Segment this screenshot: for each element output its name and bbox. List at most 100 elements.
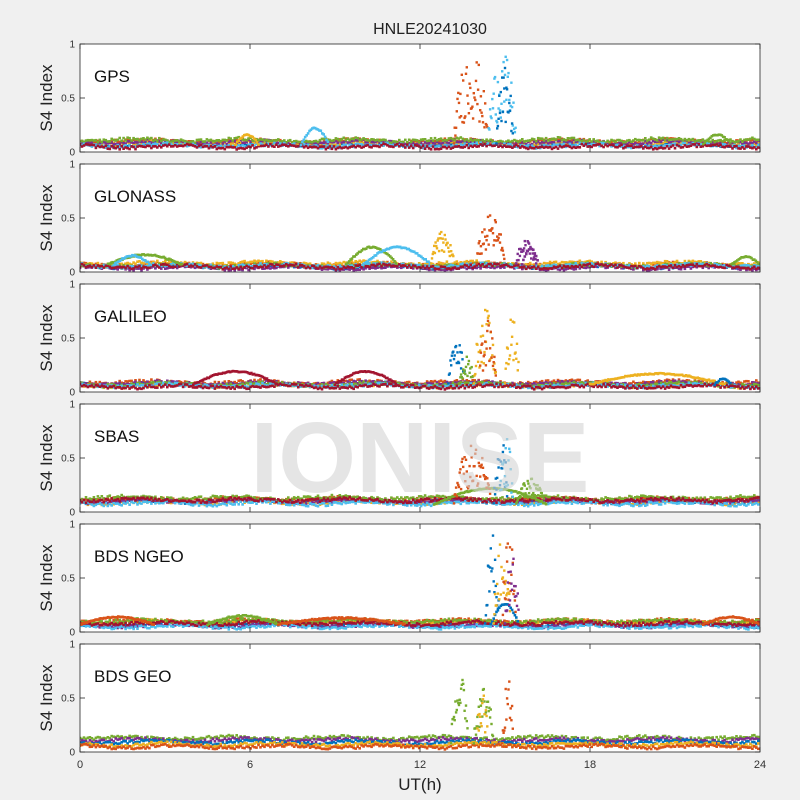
data-point	[675, 143, 679, 147]
data-point	[330, 265, 334, 269]
data-point	[500, 119, 503, 123]
data-point	[649, 136, 653, 139]
data-point	[439, 268, 443, 272]
data-point	[558, 268, 562, 272]
x-tick-label-18: 18	[584, 759, 596, 771]
data-point	[314, 266, 318, 269]
data-point	[687, 139, 691, 143]
data-point	[578, 146, 582, 149]
data-point	[503, 262, 506, 265]
data-point	[461, 137, 465, 141]
data-point	[279, 260, 282, 263]
data-point	[356, 144, 359, 148]
data-point	[255, 264, 258, 268]
data-point	[634, 264, 637, 268]
data-point	[326, 144, 330, 147]
data-point	[249, 262, 252, 265]
data-point	[562, 142, 566, 146]
data-point	[358, 138, 361, 142]
data-point	[651, 143, 655, 147]
data-point	[657, 261, 661, 264]
data-point	[739, 264, 742, 268]
data-point	[243, 145, 246, 148]
data-point	[94, 141, 98, 144]
data-point	[120, 266, 123, 269]
data-point	[128, 144, 131, 147]
data-point	[195, 138, 199, 142]
data-point	[651, 263, 655, 266]
data-point	[467, 142, 470, 145]
data-point	[679, 141, 683, 144]
data-point	[257, 140, 260, 144]
data-point	[727, 144, 730, 148]
data-point	[620, 266, 623, 270]
data-point	[729, 138, 732, 141]
data-point	[663, 263, 667, 267]
data-point	[614, 263, 617, 266]
data-point	[735, 262, 738, 266]
data-point	[239, 264, 242, 267]
data-point	[552, 265, 556, 268]
data-point	[116, 145, 119, 148]
data-point	[162, 138, 165, 141]
data-point	[376, 138, 379, 142]
data-point	[213, 145, 217, 148]
data-point	[249, 265, 252, 268]
data-point	[348, 146, 351, 149]
data-point	[248, 134, 252, 138]
data-point	[753, 146, 756, 149]
data-point	[691, 265, 695, 269]
data-point	[279, 140, 282, 143]
data-point	[628, 142, 631, 146]
data-point	[82, 142, 86, 146]
data-point	[554, 138, 558, 141]
data-point	[556, 262, 560, 266]
data-point	[118, 148, 121, 151]
data-point	[290, 261, 294, 264]
data-point	[427, 267, 431, 270]
data-point	[475, 259, 478, 262]
data-point	[453, 143, 457, 147]
data-point	[144, 140, 147, 144]
data-point	[217, 140, 221, 143]
data-point	[273, 141, 276, 145]
data-point	[443, 143, 447, 147]
data-point	[548, 143, 552, 146]
data-point	[231, 146, 234, 149]
data-point	[423, 138, 427, 141]
data-point	[560, 260, 564, 264]
data-point	[94, 262, 98, 266]
data-point	[326, 268, 330, 271]
data-point	[328, 147, 332, 150]
data-point	[711, 143, 714, 147]
data-point	[677, 264, 681, 268]
data-point	[630, 146, 633, 150]
data-point	[406, 143, 409, 146]
data-point	[456, 97, 459, 101]
data-point	[505, 263, 508, 266]
data-point	[417, 265, 421, 269]
data-point	[489, 115, 492, 118]
data-point	[261, 267, 264, 270]
data-point	[495, 142, 498, 145]
data-point	[528, 261, 532, 265]
data-point	[384, 261, 387, 264]
data-point	[636, 138, 639, 142]
data-point	[743, 144, 746, 147]
data-point	[292, 140, 296, 143]
data-point	[489, 266, 492, 269]
data-point	[334, 268, 338, 271]
data-point	[380, 264, 383, 268]
data-point	[610, 143, 613, 147]
data-point	[443, 267, 447, 271]
data-point	[388, 141, 391, 144]
data-point	[195, 141, 199, 145]
data-point	[187, 143, 191, 147]
data-point	[253, 267, 256, 271]
data-point	[114, 139, 117, 142]
data-point	[320, 262, 324, 265]
data-point	[116, 265, 119, 269]
data-point	[342, 136, 346, 140]
data-point	[471, 117, 475, 120]
data-point	[465, 143, 469, 147]
